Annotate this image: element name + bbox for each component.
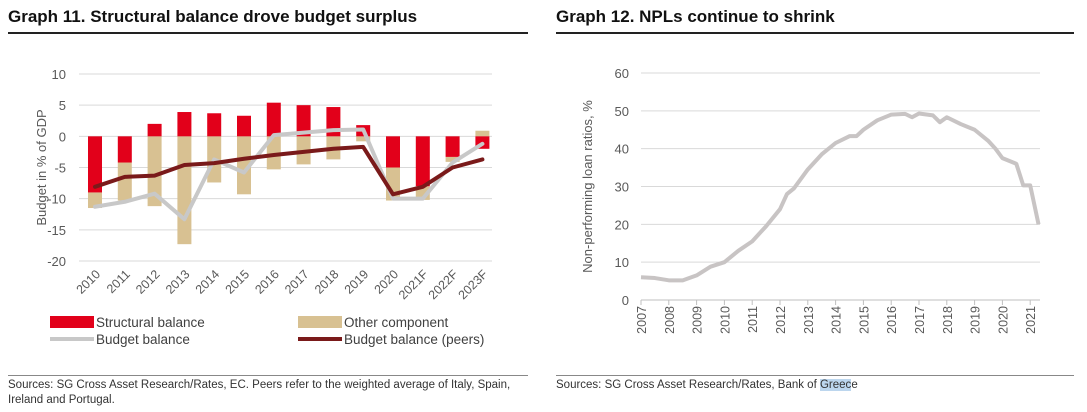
- bar-structural-balance: [88, 136, 102, 193]
- bar-other-component: [356, 136, 371, 142]
- x-tick-label: 2011: [104, 267, 133, 296]
- bar-structural-balance: [177, 112, 192, 137]
- x-tick-label: 2018: [312, 267, 342, 297]
- x-tick-label: 2023F: [456, 267, 491, 302]
- bar-structural-balance: [266, 102, 281, 137]
- graph-11-sources: Sources: SG Cross Asset Research/Rates, …: [8, 375, 528, 408]
- x-tick-label: 2017: [913, 306, 927, 334]
- y-axis-label: Non-performing loan ratios, %: [580, 100, 595, 273]
- bar-structural-balance: [237, 115, 251, 137]
- x-tick-label: 2014: [193, 267, 223, 297]
- x-tick-label: 2013: [802, 306, 816, 334]
- y-tick-label: -20: [47, 254, 66, 269]
- x-tick-label: 2015: [857, 306, 871, 334]
- bar-structural-balance: [445, 136, 460, 157]
- bar-structural-balance: [296, 105, 311, 137]
- sources-suffix: e: [851, 379, 858, 391]
- graph-11-title: Graph 11. Structural balance drove budge…: [8, 7, 528, 34]
- x-tick-label: 2022F: [426, 267, 461, 302]
- legend-label: Budget balance (peers): [344, 332, 484, 347]
- legend-swatch: [298, 316, 342, 328]
- bar-other-component: [117, 162, 132, 201]
- y-tick-label: -10: [47, 192, 66, 207]
- legend-label: Structural balance: [96, 315, 205, 330]
- y-tick-label: 0: [622, 293, 629, 308]
- x-tick-label: 2013: [163, 267, 193, 297]
- x-tick-label: 2010: [718, 306, 732, 334]
- y-tick-label: 20: [615, 217, 629, 232]
- y-tick-label: 30: [615, 180, 629, 195]
- bar-other-component: [177, 136, 192, 245]
- x-tick-label: 2018: [941, 306, 955, 334]
- graph-12-sources: Sources: SG Cross Asset Research/Rates, …: [556, 375, 1074, 393]
- x-tick-label: 2017: [282, 267, 312, 297]
- x-tick-label: 2019: [969, 306, 983, 334]
- bar-structural-balance: [415, 136, 430, 187]
- y-tick-label: 10: [615, 255, 629, 270]
- bar-other-component: [237, 136, 251, 195]
- y-tick-label: 10: [52, 67, 66, 82]
- bar-other-component: [147, 136, 162, 207]
- x-tick-label: 2014: [830, 306, 844, 334]
- x-tick-label: 2009: [691, 306, 705, 334]
- x-tick-label: 2011: [746, 306, 760, 333]
- y-tick-label: 60: [615, 66, 629, 81]
- bar-structural-balance: [207, 113, 222, 137]
- x-tick-label: 2008: [663, 306, 677, 334]
- x-tick-label: 2007: [635, 306, 649, 334]
- x-tick-label: 2019: [342, 267, 372, 297]
- bar-other-component: [475, 130, 490, 137]
- y-tick-label: 40: [615, 142, 629, 157]
- x-tick-label: 2016: [885, 306, 899, 334]
- legend-label: Other component: [344, 315, 449, 330]
- y-tick-label: 50: [615, 104, 629, 119]
- graph-12-title: Graph 12. NPLs continue to shrink: [556, 7, 1074, 34]
- legend-label: Budget balance: [96, 332, 190, 347]
- bar-structural-balance: [147, 123, 162, 137]
- y-tick-label: 5: [59, 98, 66, 113]
- y-tick-label: -15: [47, 223, 66, 238]
- x-tick-label: 2020: [996, 306, 1010, 334]
- bar-other-component: [266, 136, 281, 170]
- bar-structural-balance: [117, 136, 132, 163]
- x-tick-label: 2016: [252, 267, 282, 297]
- x-tick-label: 2015: [223, 267, 253, 297]
- x-tick-label: 2012: [774, 306, 788, 334]
- bar-other-component: [88, 192, 102, 209]
- x-tick-label: 2012: [133, 267, 163, 297]
- x-tick-label: 2010: [74, 267, 104, 297]
- bar-structural-balance: [386, 136, 400, 168]
- sources-prefix: Sources: SG Cross Asset Research/Rates, …: [556, 379, 820, 391]
- sources-highlight: Greec: [819, 379, 852, 391]
- x-tick-label: 2021: [1024, 306, 1038, 334]
- series-line-budget-balance: [93, 127, 485, 222]
- y-tick-label: 0: [59, 129, 66, 144]
- y-axis-label: Budget in % of GDP: [34, 109, 49, 225]
- y-tick-label: -5: [54, 161, 66, 176]
- series-line-budget-balance-peers: [93, 144, 485, 197]
- bar-other-component: [445, 156, 460, 162]
- npl-series-line: [640, 111, 1041, 283]
- x-tick-label: 2021F: [396, 267, 431, 302]
- legend-swatch: [50, 316, 94, 328]
